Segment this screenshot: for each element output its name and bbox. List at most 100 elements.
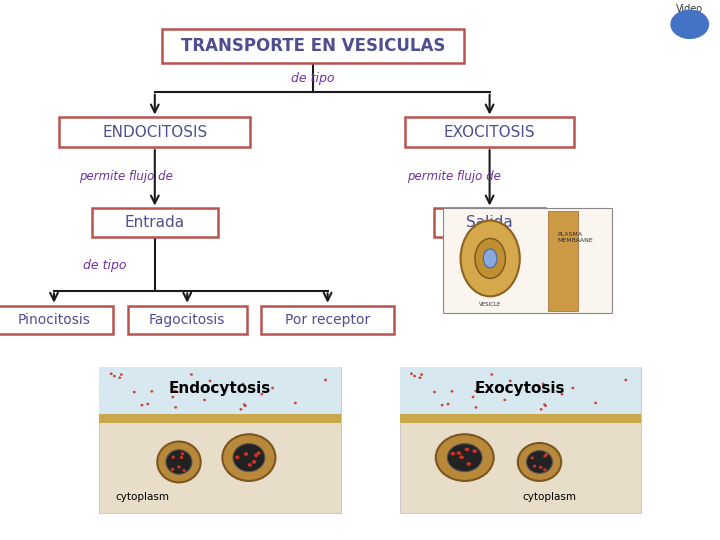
Ellipse shape <box>171 396 174 399</box>
Ellipse shape <box>420 373 423 376</box>
FancyBboxPatch shape <box>162 29 464 63</box>
FancyBboxPatch shape <box>99 414 341 423</box>
Text: Exocytosis: Exocytosis <box>475 381 565 396</box>
Text: Endocytosis: Endocytosis <box>168 381 271 396</box>
Ellipse shape <box>166 450 192 474</box>
FancyBboxPatch shape <box>261 306 395 334</box>
Ellipse shape <box>539 466 542 469</box>
FancyBboxPatch shape <box>128 306 246 334</box>
Ellipse shape <box>248 463 252 467</box>
Ellipse shape <box>541 382 544 385</box>
FancyBboxPatch shape <box>400 367 641 414</box>
Text: cytoplasm: cytoplasm <box>116 492 170 502</box>
Ellipse shape <box>324 379 327 381</box>
Ellipse shape <box>271 387 274 389</box>
Ellipse shape <box>544 453 548 456</box>
Ellipse shape <box>446 403 449 406</box>
Text: Video: Video <box>676 4 703 14</box>
Ellipse shape <box>171 456 175 459</box>
Ellipse shape <box>474 406 477 409</box>
Ellipse shape <box>244 452 248 456</box>
Ellipse shape <box>120 373 123 376</box>
Text: ENDOCITOSIS: ENDOCITOSIS <box>102 125 207 140</box>
Ellipse shape <box>475 239 505 279</box>
FancyBboxPatch shape <box>400 367 641 513</box>
Ellipse shape <box>174 406 177 409</box>
FancyBboxPatch shape <box>433 208 546 237</box>
Text: Salida: Salida <box>467 215 513 230</box>
Ellipse shape <box>190 373 193 376</box>
Text: de tipo: de tipo <box>292 72 335 85</box>
FancyBboxPatch shape <box>400 414 641 423</box>
Ellipse shape <box>451 452 455 456</box>
FancyBboxPatch shape <box>0 306 114 334</box>
Ellipse shape <box>174 390 177 392</box>
Ellipse shape <box>252 460 256 464</box>
Ellipse shape <box>181 452 184 455</box>
Text: Por receptor: Por receptor <box>285 313 370 327</box>
Ellipse shape <box>467 462 471 465</box>
Ellipse shape <box>294 402 297 404</box>
Ellipse shape <box>540 408 543 411</box>
FancyBboxPatch shape <box>99 367 341 513</box>
Text: PLASMA
MEMBRANE: PLASMA MEMBRANE <box>558 232 593 243</box>
Ellipse shape <box>140 404 143 407</box>
Ellipse shape <box>240 408 243 411</box>
Ellipse shape <box>180 456 184 459</box>
Text: Fagocitosis: Fagocitosis <box>149 313 225 327</box>
Text: TRANSPORTE EN VESICULAS: TRANSPORTE EN VESICULAS <box>181 37 446 55</box>
Text: Entrada: Entrada <box>125 215 185 230</box>
Ellipse shape <box>203 399 206 401</box>
Ellipse shape <box>459 455 464 459</box>
Ellipse shape <box>413 375 416 377</box>
Ellipse shape <box>472 449 477 453</box>
Circle shape <box>671 10 708 38</box>
Ellipse shape <box>572 387 575 389</box>
Ellipse shape <box>157 442 201 482</box>
Text: permite flujo de: permite flujo de <box>407 170 500 183</box>
Ellipse shape <box>109 373 112 375</box>
Ellipse shape <box>177 465 181 469</box>
Ellipse shape <box>441 404 444 407</box>
Ellipse shape <box>594 402 597 404</box>
Ellipse shape <box>241 382 244 385</box>
Ellipse shape <box>244 404 247 407</box>
Ellipse shape <box>531 456 534 460</box>
Ellipse shape <box>509 380 512 382</box>
Ellipse shape <box>543 403 546 406</box>
Ellipse shape <box>113 375 116 377</box>
Ellipse shape <box>561 393 564 395</box>
Ellipse shape <box>472 396 474 399</box>
FancyBboxPatch shape <box>443 208 612 313</box>
Text: de tipo: de tipo <box>83 259 126 272</box>
Text: VESICLE: VESICLE <box>479 302 501 307</box>
Ellipse shape <box>464 448 469 451</box>
Ellipse shape <box>544 404 547 407</box>
Ellipse shape <box>410 373 413 375</box>
Ellipse shape <box>518 443 561 481</box>
Ellipse shape <box>233 443 265 471</box>
Text: Pinocitosis: Pinocitosis <box>17 313 91 327</box>
FancyBboxPatch shape <box>92 208 217 237</box>
Text: EXOCITOSIS: EXOCITOSIS <box>444 125 536 140</box>
FancyBboxPatch shape <box>59 117 251 147</box>
Ellipse shape <box>543 455 546 457</box>
Ellipse shape <box>490 373 493 376</box>
Ellipse shape <box>150 390 153 393</box>
Ellipse shape <box>436 434 494 481</box>
Ellipse shape <box>118 376 121 379</box>
Ellipse shape <box>222 434 276 481</box>
Ellipse shape <box>433 391 436 393</box>
FancyBboxPatch shape <box>405 117 575 147</box>
Ellipse shape <box>543 468 546 471</box>
Ellipse shape <box>451 390 454 393</box>
Ellipse shape <box>146 403 149 406</box>
Ellipse shape <box>483 249 497 268</box>
Text: cytoplasm: cytoplasm <box>522 492 576 502</box>
Ellipse shape <box>533 464 536 468</box>
Ellipse shape <box>235 455 240 459</box>
Ellipse shape <box>624 379 627 381</box>
Ellipse shape <box>447 443 482 471</box>
FancyBboxPatch shape <box>548 211 578 310</box>
Ellipse shape <box>209 380 212 382</box>
